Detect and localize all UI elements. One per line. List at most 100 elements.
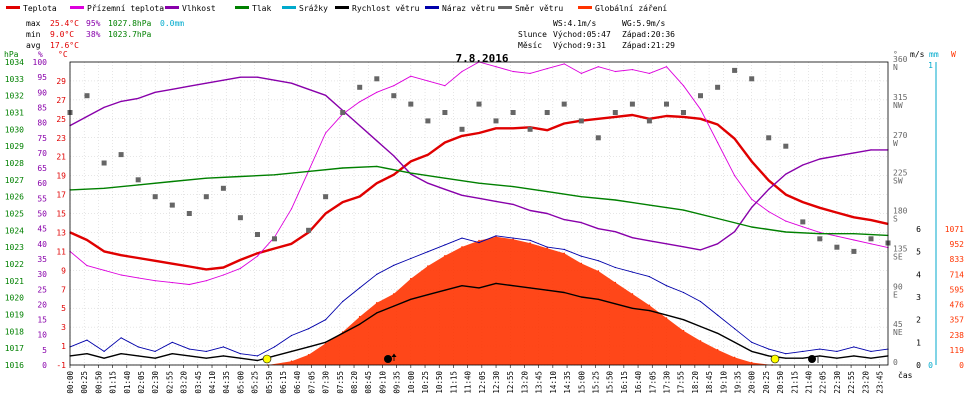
legend-swatch <box>335 6 349 9</box>
series-point <box>444 85 446 87</box>
series-point <box>631 69 634 71</box>
series-point <box>597 260 599 262</box>
series-point <box>171 88 173 90</box>
temp-tick-label: 11 <box>56 247 66 256</box>
series-point <box>734 231 736 233</box>
series-point <box>802 226 804 228</box>
series-point <box>563 219 565 221</box>
dir-tick-label: 45 <box>893 320 903 329</box>
radiation-point <box>393 293 395 295</box>
time-tick-label: 08:20 <box>350 371 359 394</box>
time-tick-label: 21:40 <box>804 371 813 394</box>
dir-compass-label: S <box>893 215 898 224</box>
series-point <box>376 273 378 275</box>
hum-tick-label: 60 <box>37 179 47 188</box>
dir-tick-label: 360 <box>893 55 908 64</box>
series-point <box>103 187 105 189</box>
rad-tick-label: 595 <box>950 285 965 294</box>
series-point <box>137 277 139 279</box>
radiation-point <box>410 277 412 280</box>
temp-tick-label: 1 <box>61 342 66 351</box>
series-point <box>546 191 548 193</box>
hum-tick-label: 35 <box>37 255 47 264</box>
series-point <box>495 66 497 68</box>
series-point <box>120 337 122 339</box>
series-point <box>256 76 259 78</box>
series-point <box>103 350 105 352</box>
series-point <box>870 219 872 221</box>
series-point <box>427 80 429 82</box>
series-point <box>614 231 616 233</box>
series-point <box>853 346 855 348</box>
series-point <box>171 341 173 343</box>
rain-tick-label: 1 <box>928 61 933 70</box>
series-point <box>393 174 395 176</box>
temp-tick-label: 9 <box>61 266 66 275</box>
series-point <box>376 91 378 93</box>
wind-direction-point <box>595 135 601 141</box>
series-point <box>342 332 344 334</box>
wind-direction-point <box>84 93 90 99</box>
dir-compass-label: NE <box>893 328 903 337</box>
series-point <box>273 174 276 176</box>
temp-tick-label: 5 <box>61 304 66 313</box>
sunset-icon <box>770 354 780 364</box>
dir-compass-label: SW <box>893 177 903 186</box>
press-tick-label: 1016 <box>5 361 24 370</box>
rad-unit-label: W <box>951 50 956 59</box>
series-point <box>478 242 480 244</box>
radiation-point <box>563 252 565 255</box>
series-point <box>86 265 88 267</box>
time-tick-label: 00:25 <box>80 371 89 394</box>
series-point <box>580 72 582 74</box>
time-tick-label: 22:05 <box>819 371 828 394</box>
series-point <box>393 155 395 157</box>
time-tick-label: 23:20 <box>861 371 870 394</box>
time-tick-label: 16:40 <box>634 371 643 394</box>
time-tick-label: 05:00 <box>236 371 245 394</box>
stats-avg-label: avg <box>26 41 41 50</box>
dir-compass-label: E <box>893 290 898 299</box>
series-point <box>665 243 668 245</box>
series-point <box>836 235 838 237</box>
series-point <box>682 116 685 118</box>
series-point <box>768 188 770 190</box>
time-tick-label: 08:45 <box>364 371 373 394</box>
series-point <box>325 212 327 215</box>
series-point <box>836 357 838 359</box>
series-point <box>171 263 173 265</box>
series-point <box>120 353 122 355</box>
rain-tick-label: 0 <box>928 361 933 370</box>
series-point <box>461 285 463 287</box>
series-point <box>478 182 480 184</box>
series-point <box>631 237 634 239</box>
time-tick-label: 12:05 <box>478 371 487 394</box>
series-point <box>546 68 548 70</box>
series-point <box>171 180 173 183</box>
series-point <box>461 135 463 137</box>
series-point <box>137 355 139 357</box>
series-point <box>836 155 838 157</box>
time-tick-label: 19:10 <box>719 371 728 394</box>
time-tick-label: 20:25 <box>762 371 771 394</box>
info-moon-label: Měsíc <box>518 41 542 50</box>
series-point <box>631 114 634 116</box>
time-tick-label: 03:45 <box>194 371 203 394</box>
series-point <box>648 240 651 242</box>
temp-tick-label: 25 <box>56 115 66 124</box>
wind-direction-point <box>698 93 703 99</box>
series-point <box>853 233 855 235</box>
time-tick-label: 22:30 <box>833 371 842 394</box>
time-tick-label: 20:50 <box>776 371 785 394</box>
moonset-icon <box>808 355 816 363</box>
series-point <box>325 94 327 96</box>
press-tick-label: 1034 <box>5 58 24 67</box>
series-point <box>512 127 514 129</box>
series-point <box>717 141 719 144</box>
wind-direction-point <box>527 126 533 132</box>
series-point <box>239 175 241 178</box>
rad-tick-label: 357 <box>950 316 965 325</box>
series-point <box>290 208 293 210</box>
series-point <box>444 244 446 246</box>
series-point <box>222 266 224 269</box>
